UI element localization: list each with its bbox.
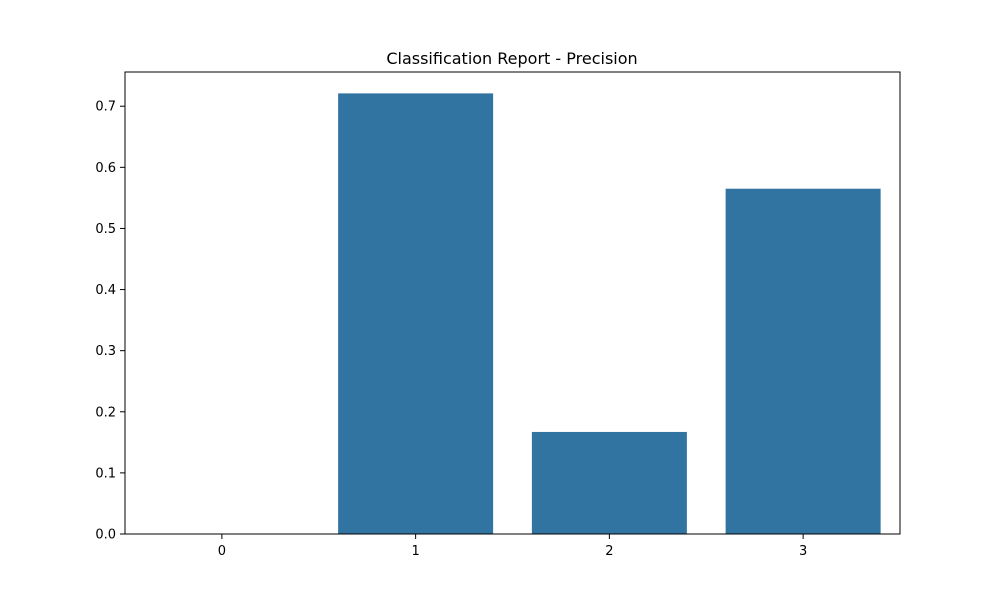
y-tick-label-0.1: 0.1 [95, 466, 116, 481]
bars-layer [338, 93, 881, 534]
y-tick-label-0.0: 0.0 [95, 528, 116, 543]
bar-1 [338, 93, 494, 534]
y-tick-label-0.4: 0.4 [95, 283, 116, 298]
bar-2 [531, 431, 687, 534]
y-tick-label-0.6: 0.6 [95, 161, 116, 176]
x-tick-label-0: 0 [218, 544, 226, 559]
axes-layer [124, 71, 901, 535]
bar-3 [725, 188, 881, 534]
x-tick-label-3: 3 [799, 544, 807, 559]
x-tick-label-2: 2 [605, 544, 613, 559]
y-tick-label-0.7: 0.7 [95, 100, 116, 115]
chart-title: Classification Report - Precision [386, 49, 637, 68]
x-tick-label-1: 1 [411, 544, 419, 559]
y-tick-label-0.5: 0.5 [95, 222, 116, 237]
y-tick-label-0.2: 0.2 [95, 405, 116, 420]
y-tick-label-0.3: 0.3 [95, 344, 116, 359]
plot-frame [124, 71, 901, 535]
ticks-layer: 0 1 2 3 0.0 0.1 0.2 0.3 0.4 0.5 0.6 0.7 [95, 100, 807, 559]
